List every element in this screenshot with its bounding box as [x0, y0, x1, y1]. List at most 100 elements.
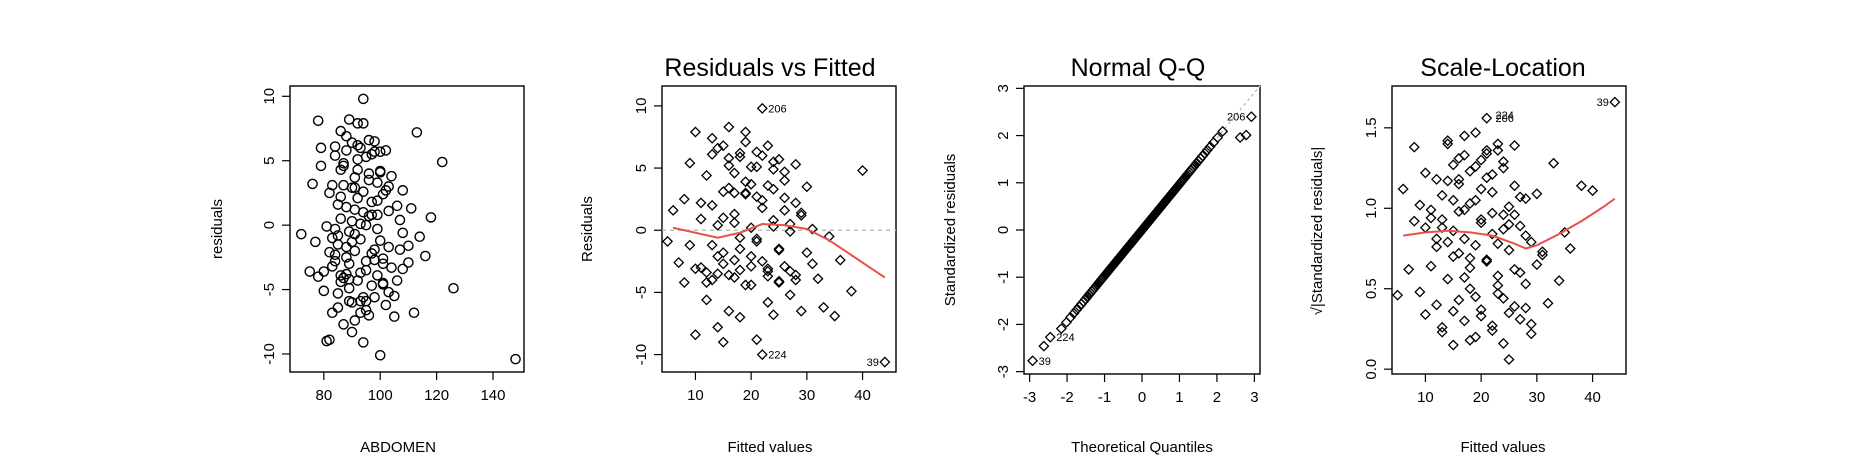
data-point [1064, 311, 1077, 323]
data-point [795, 305, 807, 317]
data-point [355, 307, 366, 319]
data-point [352, 192, 363, 204]
data-point [1442, 138, 1454, 150]
panel-title: Normal Q-Q [1071, 54, 1206, 82]
data-point [338, 319, 349, 330]
data-point [1447, 159, 1459, 171]
data-point [773, 153, 785, 165]
data-point [1486, 168, 1498, 181]
data-point [723, 152, 735, 164]
data-point [369, 244, 380, 255]
data-point [712, 268, 724, 280]
data-point [1470, 194, 1482, 206]
data-point [332, 230, 344, 241]
data-point [414, 231, 425, 243]
data-point [717, 258, 729, 270]
x-tick-label: 10 [1417, 389, 1434, 406]
data-point [332, 288, 344, 299]
data-point [767, 309, 779, 321]
data-point [391, 200, 403, 212]
point-label: 206 [1496, 113, 1514, 125]
data-point [745, 178, 757, 190]
data-point [745, 279, 757, 291]
data-point [801, 247, 813, 259]
data-point [751, 334, 763, 346]
data-point [734, 243, 746, 255]
data-point [751, 233, 763, 245]
panel-residuals-vs-abdomen: 80 100 120 140 -10 -5 0 5 10 ABDOMEN residuals [209, 85, 525, 456]
data-point [315, 142, 327, 154]
y-tick-label: 0.0 [1363, 359, 1380, 380]
data-point [366, 280, 378, 291]
data-point [1436, 189, 1448, 201]
data-point [762, 263, 774, 275]
data-point [689, 329, 701, 341]
data-point [1470, 291, 1482, 303]
data-point [1497, 337, 1509, 349]
data-point [1475, 214, 1487, 226]
data-point [723, 121, 735, 133]
data-point [1520, 193, 1532, 205]
data-point [767, 163, 779, 175]
data-point [728, 254, 740, 266]
data-point [1481, 172, 1493, 184]
data-point [1240, 129, 1252, 141]
data-point [1217, 125, 1229, 137]
y-tick-label: -10 [633, 344, 650, 366]
data-point [1419, 222, 1431, 234]
y-axis-label: √|Standardized residuals| [1309, 147, 1326, 316]
data-point [1503, 354, 1515, 366]
data-point [349, 315, 361, 326]
point-label: 206 [1227, 112, 1245, 124]
data-point [1447, 251, 1459, 263]
data-point [1470, 239, 1482, 251]
data-point [1536, 246, 1548, 258]
data-point [358, 93, 369, 105]
data-point [346, 236, 358, 248]
data-point [745, 161, 757, 173]
data-point [1486, 207, 1498, 219]
data-point [706, 199, 718, 211]
x-tick-label: 2 [1213, 389, 1221, 406]
data-point [1481, 144, 1493, 156]
data-point [1486, 228, 1498, 240]
data-point [689, 126, 701, 138]
data-point [723, 305, 735, 317]
data-point [779, 260, 791, 272]
data-point [1464, 334, 1476, 346]
data-point [740, 188, 752, 200]
data-point [756, 150, 768, 162]
smooth-line [672, 223, 886, 279]
data-point [706, 148, 718, 160]
data-point [411, 127, 423, 138]
data-point [762, 140, 774, 152]
y-tick-label: 3 [995, 84, 1012, 92]
data-point [773, 244, 785, 256]
data-point [1403, 263, 1415, 275]
data-point [684, 239, 696, 251]
data-point [369, 291, 380, 303]
plot-frame [661, 85, 897, 373]
data-point [1442, 236, 1454, 248]
data-point [1503, 218, 1515, 230]
data-point [324, 246, 335, 258]
data-point [312, 271, 324, 282]
data-point [1531, 188, 1543, 200]
y-tick-label: -5 [633, 286, 650, 299]
y-tick-label: 0.5 [1363, 278, 1380, 299]
data-point [318, 266, 330, 277]
x-tick-label: -1 [1098, 389, 1111, 406]
data-point [380, 299, 392, 311]
smooth-line [1402, 197, 1616, 250]
data-point [1453, 178, 1465, 190]
data-point [341, 252, 352, 263]
y-tick-label: 1.0 [1363, 198, 1380, 219]
x-tick-label: 100 [368, 387, 393, 404]
data-point [701, 294, 713, 306]
data-point [1520, 278, 1532, 290]
data-point [1514, 220, 1526, 232]
data-point [335, 191, 347, 203]
data-point [1481, 112, 1493, 124]
data-point [695, 213, 707, 225]
data-point [326, 261, 338, 272]
